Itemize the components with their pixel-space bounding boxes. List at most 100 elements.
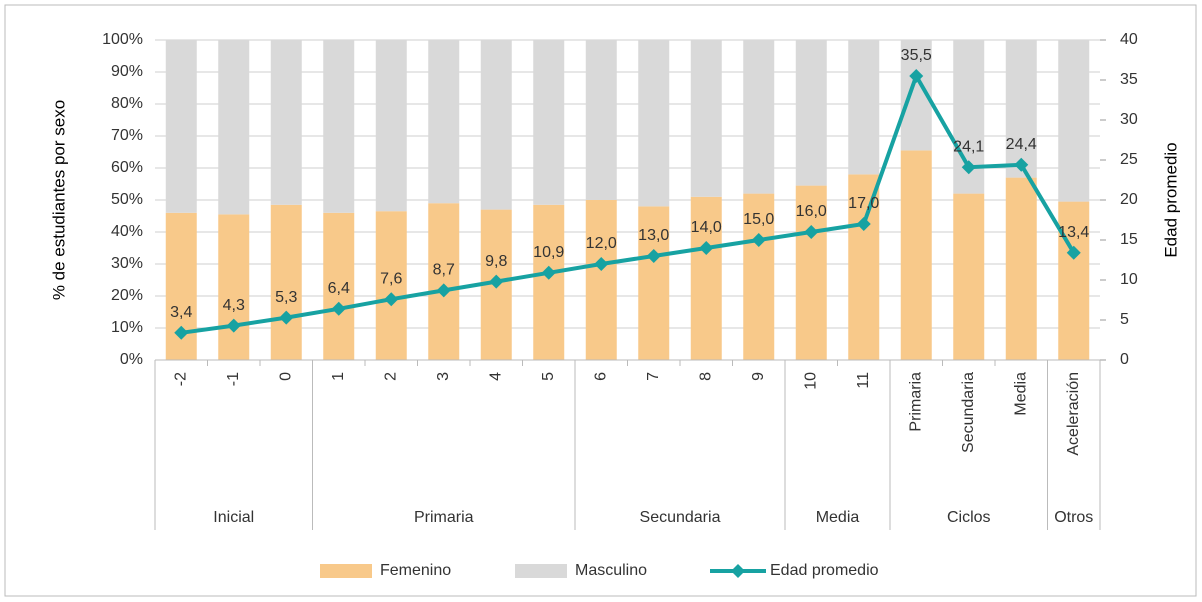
- y2-tick-label: 30: [1120, 111, 1138, 128]
- y-tick-label: 60%: [111, 159, 143, 176]
- line-marker: [489, 274, 504, 289]
- bar-segment: [743, 193, 775, 360]
- x-tick-label: 2: [382, 372, 399, 381]
- bar-segment: [1005, 40, 1037, 178]
- bar-segment: [428, 203, 460, 360]
- bar-segment: [428, 40, 460, 204]
- y2-tick-label: 0: [1120, 351, 1129, 368]
- data-label: 5,3: [275, 289, 297, 306]
- x-tick-label: -2: [172, 372, 189, 386]
- x-tick-label: 6: [592, 372, 609, 381]
- y2-tick-label: 25: [1120, 151, 1138, 168]
- y-axis-title: % de estudiantes por sexo: [49, 100, 68, 300]
- data-label: 9,8: [485, 253, 507, 270]
- group-label: Inicial: [213, 509, 254, 526]
- data-label: 13,4: [1058, 224, 1089, 241]
- bar-segment: [375, 40, 407, 212]
- legend-label: Masculino: [575, 562, 647, 579]
- bar-segment: [1058, 201, 1090, 360]
- data-label: 17,0: [848, 195, 879, 212]
- data-label: 7,6: [380, 270, 402, 287]
- data-label: 14,0: [691, 219, 722, 236]
- y2-tick-label: 40: [1120, 31, 1138, 48]
- group-label: Secundaria: [640, 509, 721, 526]
- legend-swatch: [515, 564, 567, 578]
- x-tick-label: -1: [225, 372, 242, 386]
- bar-segment: [795, 40, 827, 186]
- bar-segment: [743, 40, 775, 194]
- y-tick-label: 0%: [120, 351, 143, 368]
- line-marker: [909, 69, 924, 83]
- data-label: 16,0: [796, 203, 827, 220]
- bar-segment: [953, 193, 985, 360]
- legend-label: Femenino: [380, 562, 451, 579]
- y2-axis-title: Edad promedio: [1161, 142, 1180, 257]
- x-tick-label: 0: [277, 372, 294, 381]
- y-tick-label: 40%: [111, 223, 143, 240]
- line-marker: [226, 318, 241, 333]
- line-marker: [594, 257, 609, 271]
- legend-marker: [731, 564, 745, 578]
- data-label: 4,3: [223, 297, 245, 314]
- y-tick-label: 90%: [111, 63, 143, 80]
- bar-segment: [533, 204, 565, 360]
- bar-segment: [585, 200, 617, 360]
- bar-segment: [585, 40, 617, 200]
- bar-segment: [690, 196, 722, 360]
- bar-segment: [690, 40, 722, 197]
- group-label: Otros: [1054, 509, 1093, 526]
- line-marker: [541, 265, 556, 280]
- line-marker: [751, 233, 766, 247]
- y-tick-label: 10%: [111, 319, 143, 336]
- bar-segment: [323, 212, 355, 360]
- line-marker: [384, 292, 399, 307]
- y-tick-label: 20%: [111, 287, 143, 304]
- x-tick-label: 4: [487, 372, 504, 381]
- x-tick-label: 7: [645, 372, 662, 381]
- bar-segment: [270, 204, 302, 360]
- bar-segment: [480, 40, 512, 210]
- bar-segment: [323, 40, 355, 213]
- bar-segment: [533, 40, 565, 205]
- y-tick-label: 50%: [111, 191, 143, 208]
- line-marker: [961, 160, 976, 175]
- line-marker: [856, 217, 871, 231]
- x-tick-label: 9: [750, 372, 767, 381]
- bar-segment: [218, 214, 250, 360]
- x-tick-label: 5: [540, 372, 557, 381]
- x-tick-label: Media: [1012, 372, 1029, 416]
- y-tick-label: 70%: [111, 127, 143, 144]
- bar-segment: [900, 150, 932, 360]
- data-label: 24,1: [953, 138, 984, 155]
- bar-segment: [1058, 40, 1090, 202]
- y2-tick-label: 10: [1120, 271, 1138, 288]
- legend-swatch: [320, 564, 372, 578]
- x-tick-label: Aceleración: [1065, 372, 1082, 456]
- line-marker: [174, 325, 189, 340]
- y2-tick-label: 15: [1120, 231, 1138, 248]
- group-label: Media: [816, 509, 860, 526]
- x-tick-label: 10: [802, 372, 819, 390]
- bar-segment: [848, 40, 880, 175]
- y2-tick-label: 20: [1120, 191, 1138, 208]
- line-marker: [279, 310, 294, 325]
- bar-segment: [848, 174, 880, 360]
- group-label: Ciclos: [947, 509, 991, 526]
- line-marker: [1014, 157, 1029, 172]
- data-label: 6,4: [328, 280, 350, 297]
- y2-tick-label: 35: [1120, 71, 1138, 88]
- data-label: 8,7: [433, 262, 455, 279]
- data-label: 12,0: [586, 235, 617, 252]
- line-marker: [646, 249, 661, 263]
- x-tick-label: Primaria: [907, 372, 924, 432]
- x-tick-label: 8: [697, 372, 714, 381]
- data-label: 13,0: [638, 227, 669, 244]
- y2-tick-label: 5: [1120, 311, 1129, 328]
- bar-segment: [638, 206, 670, 360]
- data-label: 3,4: [170, 304, 192, 321]
- bar-segment: [218, 40, 250, 215]
- y-tick-label: 80%: [111, 95, 143, 112]
- group-label: Primaria: [414, 509, 474, 526]
- bar-segment: [165, 40, 197, 213]
